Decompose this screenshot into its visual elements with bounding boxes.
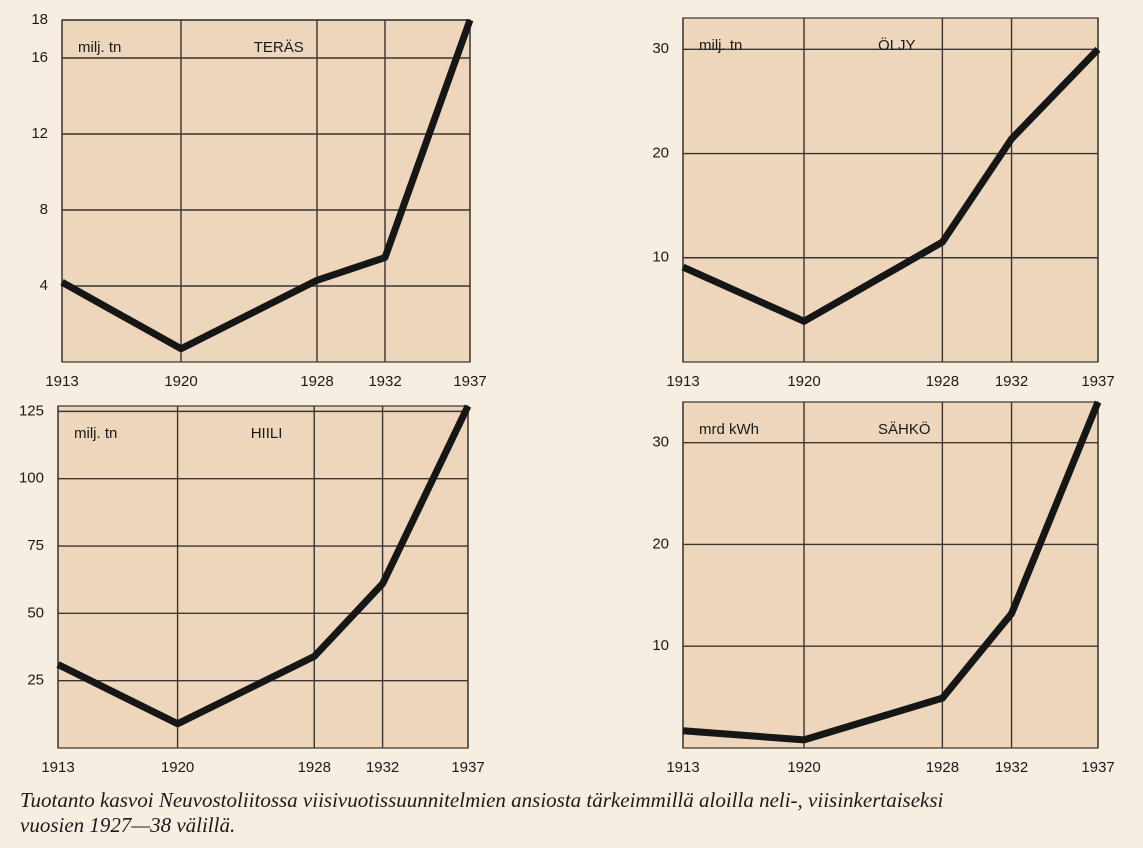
plot-area bbox=[683, 402, 1098, 748]
x-tick-label: 1928 bbox=[926, 759, 959, 776]
x-tick-label: 1937 bbox=[1081, 373, 1114, 390]
y-tick-label: 50 bbox=[27, 604, 44, 621]
y-tick-label: 20 bbox=[652, 144, 669, 161]
unit-label: milj. tn bbox=[699, 37, 742, 54]
x-tick-label: 1932 bbox=[366, 759, 399, 776]
x-tick-label: 1937 bbox=[453, 373, 486, 390]
x-tick-label: 1932 bbox=[368, 373, 401, 390]
y-tick-label: 10 bbox=[652, 637, 669, 654]
y-tick-label: 30 bbox=[652, 434, 669, 451]
x-tick-label: 1920 bbox=[787, 759, 820, 776]
y-tick-label: 20 bbox=[652, 535, 669, 552]
chart-title: TERÄS bbox=[254, 39, 304, 56]
y-tick-label: 8 bbox=[40, 201, 48, 218]
y-tick-label: 12 bbox=[31, 125, 48, 142]
y-tick-label: 25 bbox=[27, 672, 44, 689]
y-tick-label: 4 bbox=[40, 277, 48, 294]
x-tick-label: 1913 bbox=[666, 373, 699, 390]
x-tick-label: 1928 bbox=[926, 373, 959, 390]
chart-title: ÖLJY bbox=[878, 36, 916, 54]
x-tick-label: 1937 bbox=[1081, 759, 1114, 776]
chart-title: HIILI bbox=[251, 425, 283, 442]
x-tick-label: 1932 bbox=[995, 759, 1028, 776]
unit-label: milj. tn bbox=[74, 425, 117, 442]
x-tick-label: 1937 bbox=[451, 759, 484, 776]
y-tick-label: 10 bbox=[652, 249, 669, 266]
x-tick-label: 1920 bbox=[161, 759, 194, 776]
x-tick-label: 1932 bbox=[995, 373, 1028, 390]
chart-page: Tuotanto kasvoi Neuvostoliitossa viisivu… bbox=[0, 0, 1143, 848]
y-tick-label: 16 bbox=[31, 49, 48, 66]
x-tick-label: 1928 bbox=[300, 373, 333, 390]
x-tick-label: 1913 bbox=[666, 759, 699, 776]
chart-title: SÄHKÖ bbox=[878, 420, 931, 438]
x-tick-label: 1920 bbox=[787, 373, 820, 390]
x-tick-label: 1920 bbox=[164, 373, 197, 390]
y-tick-label: 100 bbox=[19, 470, 44, 487]
y-tick-label: 75 bbox=[27, 537, 44, 554]
page: Tuotanto kasvoi Neuvostoliitossa viisivu… bbox=[0, 0, 1143, 848]
y-tick-label: 125 bbox=[19, 402, 44, 419]
unit-label: mrd kWh bbox=[699, 421, 759, 438]
caption-line: vuosien 1927—38 välillä. bbox=[20, 813, 235, 837]
x-tick-label: 1928 bbox=[298, 759, 331, 776]
x-tick-label: 1913 bbox=[41, 759, 74, 776]
x-tick-label: 1913 bbox=[45, 373, 78, 390]
unit-label: milj. tn bbox=[78, 39, 121, 56]
caption-line: Tuotanto kasvoi Neuvostoliitossa viisivu… bbox=[20, 788, 944, 812]
y-tick-label: 30 bbox=[652, 40, 669, 57]
y-tick-label: 18 bbox=[31, 11, 48, 28]
plot-area bbox=[683, 18, 1098, 362]
